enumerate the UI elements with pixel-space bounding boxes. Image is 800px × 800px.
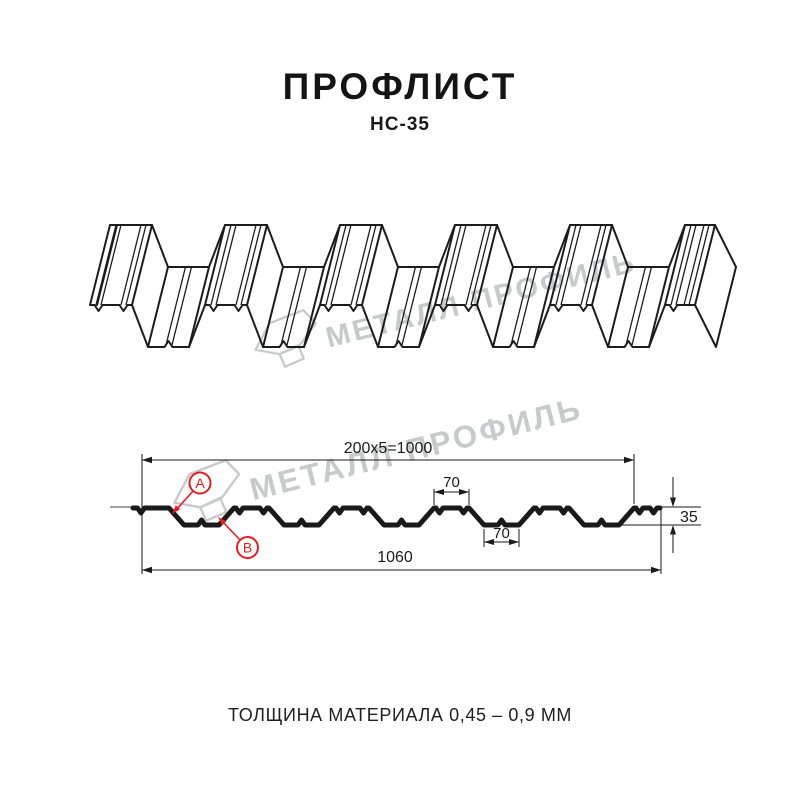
callout-a: A [172, 471, 212, 514]
cross-section-drawing: МЕТАЛЛ ПРОФИЛЬ 200x5=1000 70 [110, 391, 701, 574]
brand-logo-icon-tab [278, 344, 305, 368]
arrowhead-left [434, 489, 444, 495]
dim-top-total-label: 200x5=1000 [344, 440, 433, 457]
callout-b-circle [236, 536, 259, 559]
dim-valley-label: 70 [493, 525, 510, 542]
dim-top-total [141, 454, 635, 574]
profile-3d-drawing: МЕТАЛЛ ПРОФИЛЬ [89, 224, 737, 368]
callout-a-label: A [195, 475, 205, 491]
brand-logo-icon-tab [199, 497, 228, 522]
dim-height-label: 35 [680, 509, 698, 526]
dim-height [607, 477, 701, 553]
sheet-back-edge [110, 224, 737, 268]
arrowhead-right [624, 456, 634, 464]
page-title: ПРОФЛИСТ [282, 66, 518, 107]
callout-a-circle [188, 471, 212, 495]
arrowhead-left [142, 566, 152, 574]
arrowhead-left [484, 539, 494, 545]
dim-overall-width-label: 1060 [377, 549, 413, 566]
sheet-front-edge [90, 304, 717, 348]
material-thickness-note: ТОЛЩИНА МАТЕРИАЛА 0,45 – 0,9 ММ [227, 705, 573, 725]
sheet-depth-edges [89, 224, 737, 348]
sheet-groove-lines [95, 224, 710, 348]
callout-b-label: B [243, 540, 252, 556]
callout-b-arrowhead [218, 517, 227, 526]
dim-valley [483, 529, 520, 547]
dim-rib-top-label: 70 [443, 474, 460, 491]
dim-overall-width [142, 510, 662, 574]
arrowhead-up [670, 525, 676, 535]
callout-a-arrowhead [172, 505, 181, 514]
arrowhead-left [142, 456, 152, 464]
arrowhead-right [509, 539, 519, 545]
dim-rib-top [433, 489, 470, 505]
arrowhead-right [459, 489, 469, 495]
arrowhead-down [670, 497, 676, 507]
profile-model-subtitle: НС-35 [370, 114, 430, 135]
callout-b: B [218, 517, 259, 559]
profile-section-line [130, 505, 663, 528]
arrowhead-right [651, 566, 661, 574]
